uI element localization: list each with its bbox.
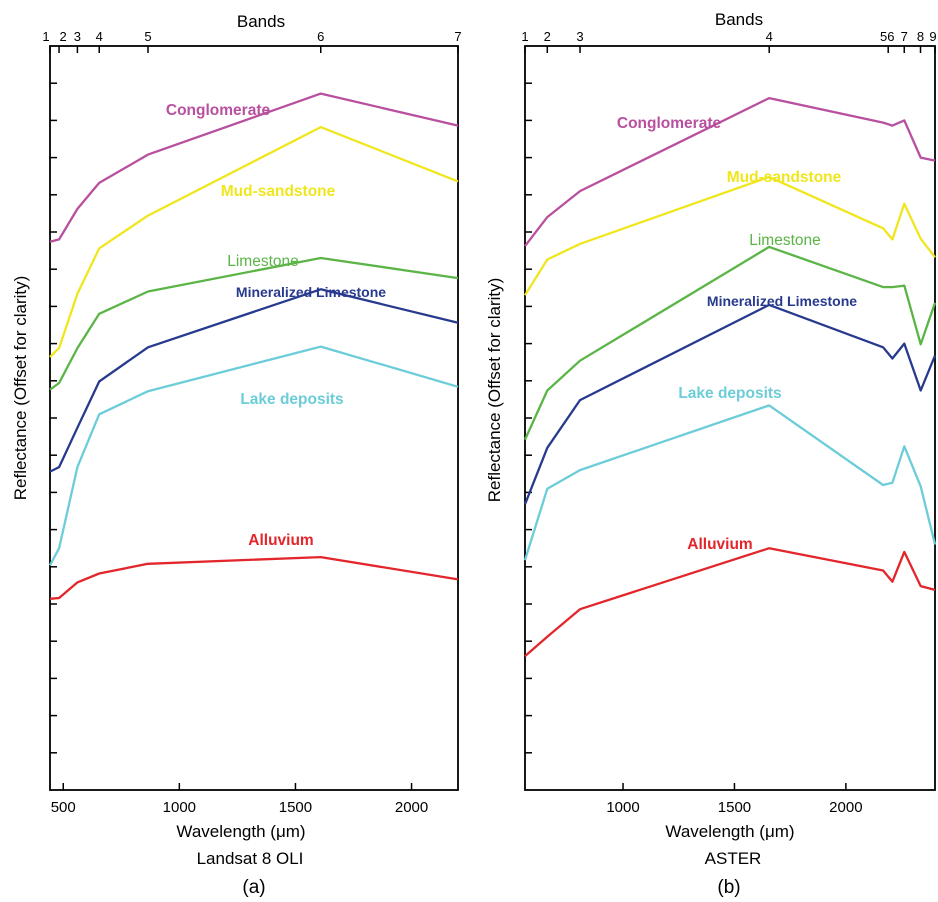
series-line-alluvium bbox=[49, 555, 459, 600]
band-tick-label: 1 bbox=[42, 29, 49, 44]
series-line-mud-sandstone bbox=[524, 175, 936, 296]
series-label: Mineralized Limestone bbox=[707, 293, 857, 309]
x-tick-label: 1500 bbox=[718, 799, 751, 816]
x-axis-label-a: Wavelength (μm) bbox=[176, 822, 305, 841]
series-line-lake-deposits bbox=[523, 404, 937, 561]
series-group-a: Conglomerate Mud-sandstone Limestone Minera… bbox=[48, 92, 459, 600]
x-tick-label: 1000 bbox=[163, 799, 196, 816]
tick-group-a: 500 1000 1500 2000 1 2 3 4 5 6 7 bbox=[42, 29, 461, 816]
series-line-mineralized-limestone bbox=[49, 288, 459, 473]
x-axis-label-b: Wavelength (μm) bbox=[665, 822, 794, 841]
band-tick-label: 3 bbox=[74, 29, 81, 44]
series-label: Mineralized Limestone bbox=[236, 284, 386, 300]
band-tick-label: 3 bbox=[576, 29, 583, 44]
band-tick-label: 8 bbox=[917, 29, 924, 44]
x-tick-label: 2000 bbox=[395, 799, 428, 816]
band-tick-label: 7 bbox=[454, 29, 461, 44]
series-line-limestone bbox=[523, 245, 937, 441]
sensor-label-a: Landsat 8 OLI bbox=[197, 849, 304, 868]
series-label: Alluvium bbox=[687, 536, 752, 553]
band-tick-label: 9 bbox=[929, 29, 936, 44]
series-line-mineralized-limestone bbox=[523, 303, 937, 505]
panel-a: 500 1000 1500 2000 1 2 3 4 5 6 7 Conglomerate Mud-s… bbox=[11, 12, 462, 898]
series-line-mud-sandstone bbox=[49, 125, 459, 358]
series-line-conglomerate bbox=[524, 96, 936, 247]
series-label: Limestone bbox=[227, 253, 299, 270]
series-label: Mud-sandstone bbox=[221, 183, 336, 200]
band-tick-label: 6 bbox=[317, 29, 324, 44]
x-tick-label: 1500 bbox=[279, 799, 312, 816]
x-tick-label: 500 bbox=[51, 799, 76, 816]
band-tick-label: 2 bbox=[59, 29, 66, 44]
band-tick-label: 4 bbox=[96, 29, 103, 44]
y-axis-label-b: Reflectance (Offset for clarity) bbox=[485, 278, 504, 503]
series-label: Lake deposits bbox=[240, 391, 343, 408]
y-axis-label-a: Reflectance (Offset for clarity) bbox=[11, 276, 30, 501]
band-tick-label: 1 bbox=[521, 29, 528, 44]
tick-group-b: 1000 1500 2000 1 2 3 4 56 7 8 9 bbox=[521, 29, 936, 816]
series-group-b: Conglomerate Mud-sandstone Limestone Minera… bbox=[523, 96, 937, 657]
series-label: Conglomerate bbox=[166, 102, 271, 119]
band-tick-label: 5 bbox=[144, 29, 151, 44]
band-tick-label: 56 bbox=[880, 29, 894, 44]
series-label: Alluvium bbox=[248, 532, 313, 549]
band-tick-label: 4 bbox=[766, 29, 773, 44]
series-label: Lake deposits bbox=[678, 385, 781, 402]
panel-label-b: (b) bbox=[717, 877, 740, 898]
series-line-lake-deposits bbox=[48, 345, 459, 566]
series-label: Limestone bbox=[749, 232, 821, 249]
sensor-label-b: ASTER bbox=[705, 849, 762, 868]
x-tick-label: 2000 bbox=[829, 799, 862, 816]
band-axis-title-b: Bands bbox=[715, 10, 763, 29]
series-line-alluvium bbox=[524, 547, 936, 657]
series-label: Mud-sandstone bbox=[727, 169, 842, 186]
panel-label-a: (a) bbox=[242, 877, 265, 898]
panel-b: 1000 1500 2000 1 2 3 4 56 7 8 9 Conglomerate Mud-sa… bbox=[485, 10, 937, 898]
band-axis-title-a: Bands bbox=[237, 12, 285, 31]
x-tick-label: 1000 bbox=[606, 799, 639, 816]
band-tick-label: 2 bbox=[544, 29, 551, 44]
series-line-conglomerate bbox=[49, 92, 459, 243]
series-line-limestone bbox=[49, 256, 459, 391]
series-label: Conglomerate bbox=[617, 115, 722, 132]
band-tick-label: 7 bbox=[901, 29, 908, 44]
